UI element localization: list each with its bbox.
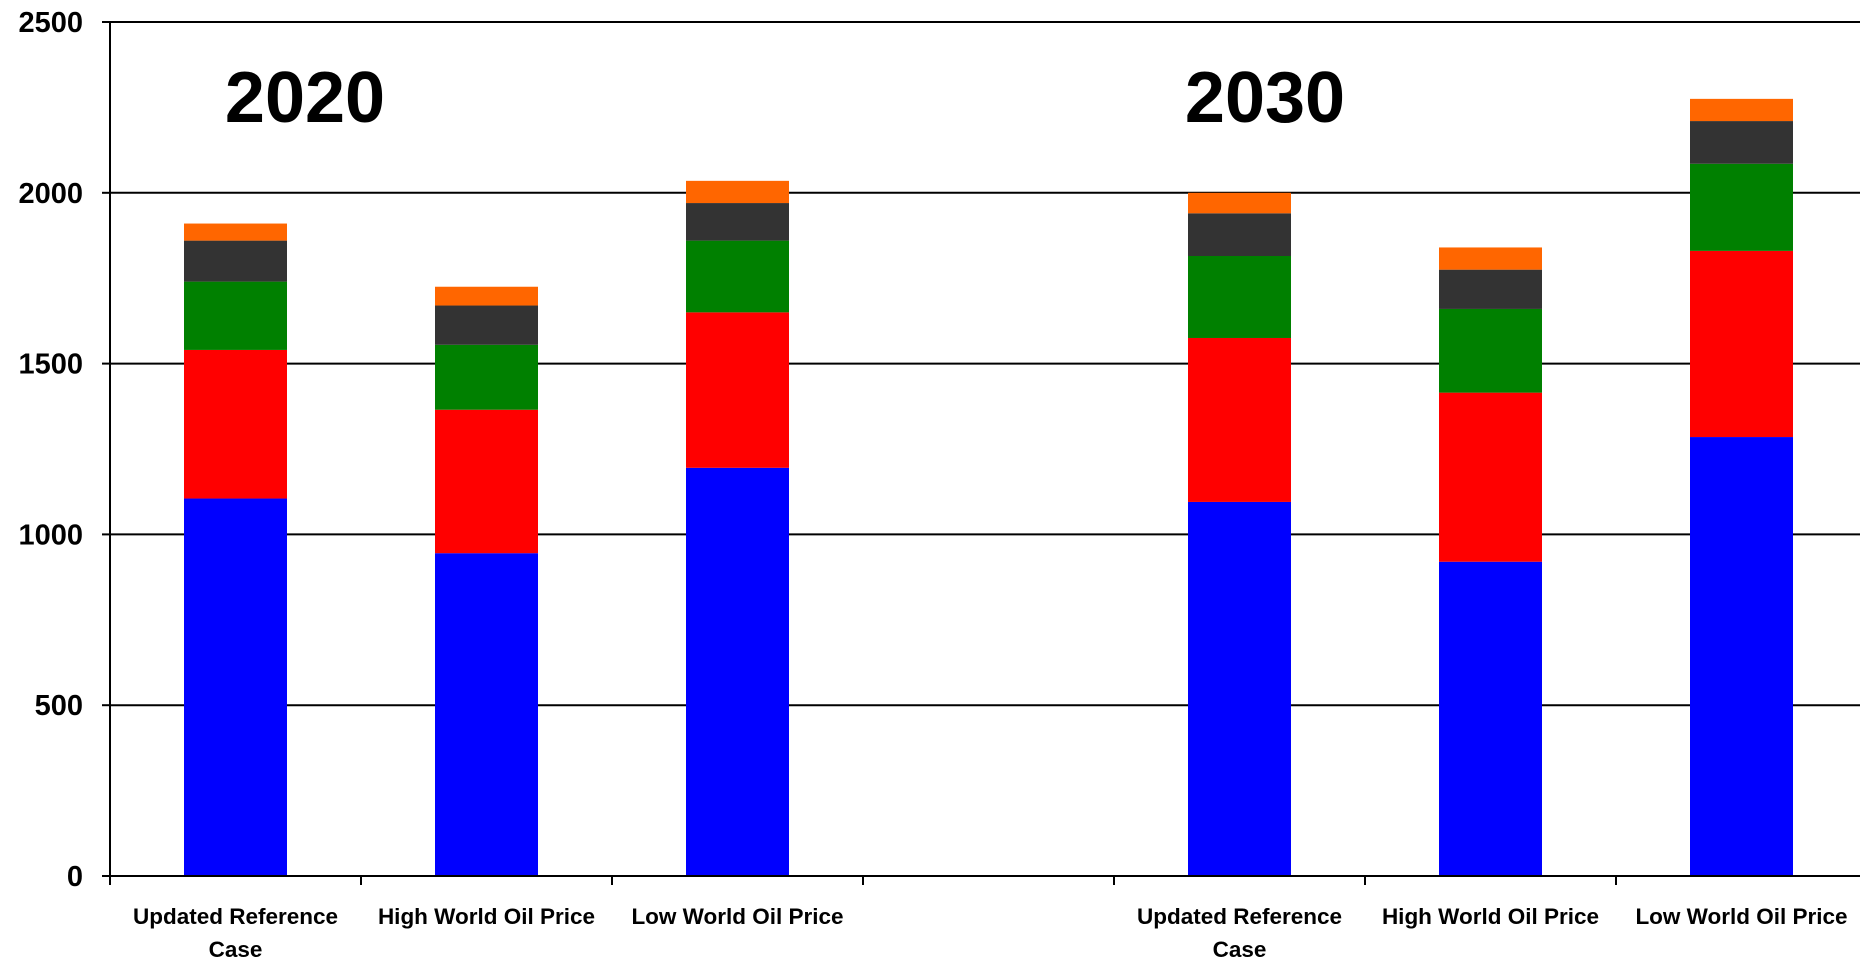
bar-segment <box>1188 501 1291 876</box>
y-tick-label: 1000 <box>18 519 83 551</box>
bar-segment <box>184 240 287 282</box>
bar-segment <box>686 203 789 241</box>
x-category-label: High World Oil Price <box>1382 904 1599 929</box>
bar-segment <box>1188 255 1291 338</box>
bar-segment <box>435 286 538 306</box>
bar-segment <box>1188 192 1291 214</box>
bar-segment <box>686 467 789 876</box>
x-category-label-line: Case <box>209 937 263 960</box>
bar-segment <box>435 409 538 554</box>
bar-segment <box>435 553 538 876</box>
x-category-label: Updated Reference Case <box>133 904 338 960</box>
gridlines <box>110 21 1860 707</box>
bar-segment <box>1188 213 1291 256</box>
x-category-label-line: Case <box>1213 937 1267 960</box>
labels: 0 500 1000 1500 2000 2500 Updated Reference Cas… <box>18 7 1847 960</box>
bar-segment <box>1439 247 1542 270</box>
axes <box>102 21 1860 885</box>
x-category-label: Updated Reference Case <box>1137 904 1342 960</box>
bar-segment <box>1690 437 1793 876</box>
bar-segment <box>1439 392 1542 562</box>
bar-segment <box>435 344 538 410</box>
bar-segment <box>686 180 789 204</box>
x-category-label-line: Updated Reference <box>1137 904 1342 929</box>
bar-segment <box>686 312 789 468</box>
x-category-label: High World Oil Price <box>378 904 595 929</box>
bar-segment <box>1439 308 1542 393</box>
bar-segment <box>1188 337 1291 502</box>
y-tick-label: 500 <box>35 690 83 722</box>
y-tick-label: 2500 <box>18 7 83 39</box>
y-tick-label: 0 <box>67 861 83 893</box>
bars <box>184 98 1793 876</box>
bar-segment <box>1439 269 1542 309</box>
bar-segment <box>184 281 287 350</box>
bar-segment <box>1690 163 1793 251</box>
bar-segment <box>184 498 287 876</box>
bar-segment <box>1690 121 1793 164</box>
x-category-label-line: Low World Oil Price <box>631 904 843 929</box>
bar-segment <box>1439 561 1542 876</box>
group-label: 2030 <box>1185 58 1345 138</box>
x-category-label-line: Low World Oil Price <box>1635 904 1847 929</box>
y-tick-label: 2000 <box>18 178 83 210</box>
x-category-label-line: Updated Reference <box>133 904 338 929</box>
x-category-label-line: High World Oil Price <box>378 904 595 929</box>
bar-segment <box>184 223 287 241</box>
x-category-label: Low World Oil Price <box>631 904 843 929</box>
x-category-label: Low World Oil Price <box>1635 904 1847 929</box>
bar-segment <box>686 240 789 313</box>
group-label: 2020 <box>225 58 385 138</box>
y-tick-label: 1500 <box>18 349 83 381</box>
x-category-label-line: High World Oil Price <box>1382 904 1599 929</box>
bar-segment <box>435 305 538 345</box>
bar-segment <box>184 349 287 499</box>
bar-segment <box>1690 250 1793 438</box>
bar-segment <box>1690 98 1793 122</box>
